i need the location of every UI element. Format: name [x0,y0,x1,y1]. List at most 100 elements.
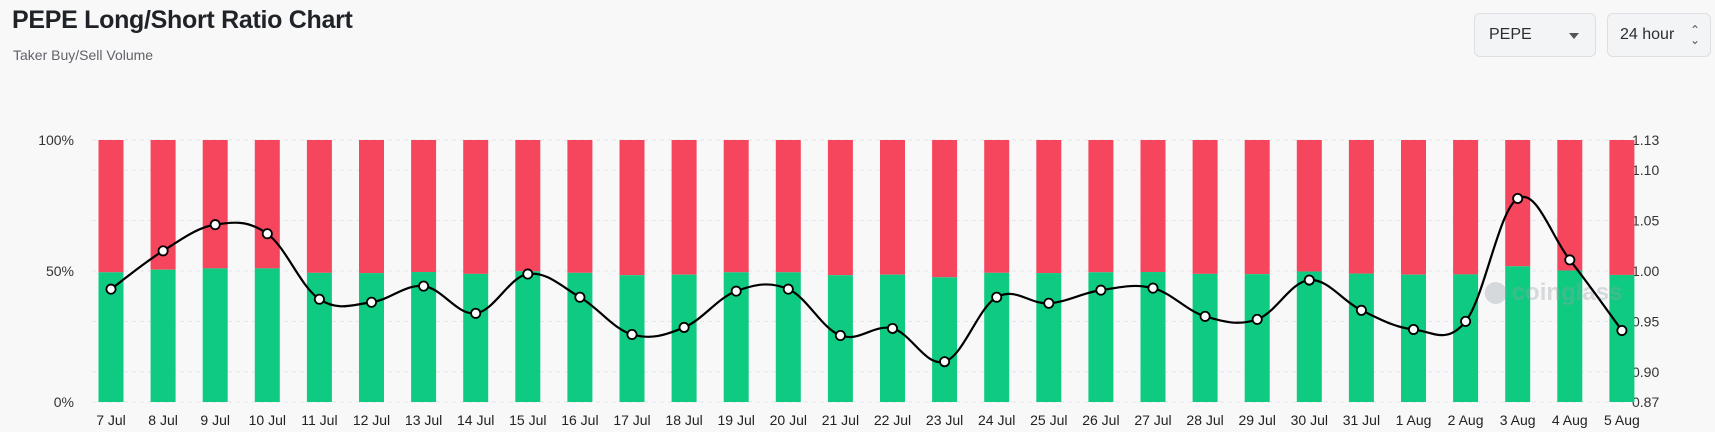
x-tick-label: 27 Jul [1134,412,1171,428]
short-bar [411,140,437,273]
long-bar [1401,274,1426,402]
chevron-down-icon [1569,33,1579,39]
long-bar [1296,271,1322,402]
short-bar [359,140,384,274]
long-bar [515,271,541,402]
ratio-point [522,268,534,280]
short-bar [775,140,801,273]
ratio-point [730,285,742,297]
x-tick-label: 17 Jul [613,412,650,428]
long-bar [202,268,228,402]
ratio-point [1147,282,1159,294]
x-tick-label: 20 Jul [770,412,807,428]
short-bar [619,140,645,276]
ratio-point [1616,324,1628,336]
y-left-tick-label: 0% [54,394,74,410]
long-bar [1453,274,1479,402]
watermark: coinglass [1484,279,1622,306]
ratio-point [1512,192,1524,204]
long-bar [150,269,176,402]
ratio-line [110,195,1623,364]
y-right-tick-label: 0.95 [1632,313,1659,329]
y-left-tick-label: 100% [38,132,74,148]
short-bar [1401,140,1426,275]
short-bar [880,140,905,275]
short-bar [1088,140,1114,273]
y-right-tick-label: 0.90 [1632,364,1659,380]
symbol-select-value: PEPE [1489,26,1532,43]
long-bar [463,273,489,402]
x-tick-label: 14 Jul [457,412,494,428]
short-bar [1557,140,1583,271]
short-bar [254,140,280,269]
y-right-tick-label: 1.13 [1632,132,1659,148]
x-tick-label: 8 Jul [148,412,178,428]
ratio-point [209,219,221,231]
long-bar [880,274,905,402]
short-bar [306,140,332,273]
x-tick-label: 23 Jul [926,412,963,428]
ratio-point [418,280,430,292]
short-bar [1453,140,1479,275]
short-bar [202,140,228,269]
ratio-point [887,322,899,334]
long-bar [1505,266,1531,402]
ratio-point [1564,254,1576,266]
ratio-points [105,192,1628,368]
ratio-point [834,329,846,341]
long-bar [411,272,437,402]
short-bar [567,140,593,273]
long-bar [1557,270,1583,402]
ratio-point [313,293,325,305]
y-axis-right: 0.87 0.90 0.95 1.00 1.05 1.10 1.13 [1632,132,1659,410]
bars: 7 Jul 8 Jul 9 Jul 10 Jul 11 Jul 12 Jul 13 Jul 1… [96,140,1640,428]
x-tick-label: 1 Aug [1396,412,1432,428]
x-tick-label: 9 Jul [200,412,230,428]
short-bar [463,140,489,274]
ratio-point [1460,315,1472,327]
symbol-select[interactable]: PEPE [1474,13,1596,57]
ratio-point [1303,274,1315,286]
x-tick-label: 12 Jul [353,412,390,428]
x-tick-label: 28 Jul [1186,412,1223,428]
x-tick-label: 25 Jul [1030,412,1067,428]
long-bar [1348,273,1374,402]
x-tick-label: 2 Aug [1448,412,1484,428]
short-bar [723,140,749,273]
page-title: PEPE Long/Short Ratio Chart [12,6,353,34]
y-left-tick-label: 50% [46,263,74,279]
x-tick-label: 21 Jul [822,412,859,428]
ratio-point [939,356,951,368]
interval-select[interactable]: 24 hour ⌃ ⌄ [1607,13,1711,57]
short-bar [1348,140,1374,274]
long-bar [1609,274,1635,402]
x-tick-label: 13 Jul [405,412,442,428]
x-tick-label: 30 Jul [1291,412,1328,428]
short-bar [1192,140,1218,274]
ratio-point [157,245,169,257]
ratio-point [782,283,794,295]
ratio-point [1355,304,1367,316]
short-bar [1140,140,1166,273]
ratio-point [1199,310,1211,322]
ratio-point [626,328,638,340]
ratio-point [261,228,273,240]
x-tick-label: 15 Jul [509,412,546,428]
ratio-point [1043,297,1055,309]
ratio-point [105,283,117,295]
y-right-tick-label: 1.05 [1632,213,1659,229]
x-tick-label: 18 Jul [665,412,702,428]
short-bar [1244,140,1270,275]
x-tick-label: 19 Jul [718,412,755,428]
long-bar [932,277,958,402]
short-bar [984,140,1010,273]
updown-chevron-icon: ⌃ ⌄ [1689,23,1700,47]
ratio-point [574,291,586,303]
coinglass-logo-icon [1484,282,1507,304]
y-axis-left: 0% 50% 100% [38,132,74,410]
x-tick-label: 10 Jul [249,412,286,428]
x-tick-label: 7 Jul [96,412,126,428]
ratio-point [1095,284,1107,296]
long-bar [359,273,384,402]
